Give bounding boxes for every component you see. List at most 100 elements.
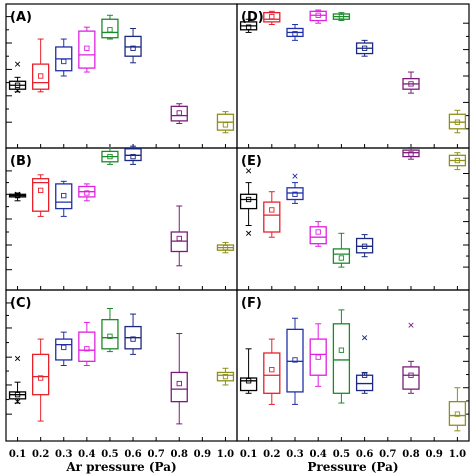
box-mean	[408, 81, 414, 87]
box-mean	[61, 344, 67, 351]
box-mean	[130, 336, 136, 342]
x-tick-label: 1.0	[449, 449, 466, 460]
box-0.4	[309, 323, 327, 387]
box-0.4	[309, 221, 327, 247]
box-mean	[408, 372, 414, 378]
panel-frame-5	[236, 289, 470, 442]
x-tick-label: 0.6	[356, 449, 373, 460]
box-iqr	[402, 149, 420, 158]
box-iqr	[78, 30, 96, 69]
box-0.3	[55, 331, 73, 366]
box-mean	[292, 357, 298, 363]
box-mean	[222, 122, 229, 128]
box-iqr	[448, 113, 467, 130]
box-outlier	[14, 191, 21, 197]
x-tick-label: 0.3	[55, 449, 72, 460]
box-mean	[269, 13, 275, 20]
box-0.1	[8, 61, 27, 94]
box-outlier	[361, 335, 368, 341]
box-mean	[130, 153, 136, 160]
box-iqr	[8, 391, 27, 400]
box-mean	[454, 119, 461, 125]
box-outlier	[14, 61, 21, 67]
box-mean	[176, 235, 182, 242]
box-mean	[292, 191, 298, 197]
box-iqr	[101, 18, 119, 39]
box-outlier	[292, 173, 298, 179]
box-0.5	[101, 14, 119, 40]
panel-label: (D)	[241, 10, 264, 25]
box-iqr	[355, 374, 374, 392]
box-mean	[176, 110, 182, 116]
box-mean	[107, 333, 113, 339]
box-0.5	[101, 147, 119, 165]
box-outlier	[14, 399, 21, 405]
x-tick-label: 0.2	[263, 449, 280, 460]
box-1.0	[448, 152, 467, 171]
box-0.4	[78, 26, 96, 73]
x-tick-label: 0.4	[309, 449, 326, 460]
x-tick-label: 0.3	[286, 449, 303, 460]
box-0.6	[124, 313, 142, 355]
box-0.8	[402, 71, 420, 94]
box-0.8	[402, 322, 420, 394]
panel-label: (F)	[241, 296, 262, 311]
box-mean	[245, 378, 252, 384]
x-tick-label: 0.9	[194, 449, 211, 460]
box-mean	[222, 244, 229, 251]
box-mean	[315, 229, 321, 235]
box-0.3	[286, 24, 304, 41]
box-0.3	[286, 173, 304, 204]
box-mean	[107, 153, 113, 160]
box-mean	[130, 45, 136, 51]
x-tick-label: 0.9	[425, 449, 442, 460]
box-0.4	[78, 183, 96, 202]
box-mean	[14, 82, 21, 88]
box-0.6	[355, 234, 374, 258]
panel-label: (E)	[241, 154, 262, 169]
box-mean	[14, 192, 21, 199]
box-outlier	[408, 322, 414, 328]
box-mean	[454, 411, 461, 417]
box-iqr	[55, 183, 73, 210]
box-mean	[408, 151, 414, 157]
panel-label: (B)	[10, 154, 32, 169]
x-tick-label: 0.1	[240, 449, 257, 460]
box-mean	[84, 45, 90, 51]
box-iqr	[309, 226, 327, 245]
box-mean	[61, 192, 67, 199]
box-0.1	[8, 191, 27, 202]
box-iqr	[239, 377, 258, 392]
box-outlier	[245, 230, 252, 236]
box-0.8	[170, 333, 188, 425]
x-tick-label: 0.6	[124, 449, 141, 460]
box-mean	[269, 207, 275, 213]
x-axis-label: Ar pressure (Pa)	[65, 460, 176, 474]
box-0.6	[124, 27, 142, 64]
box-0.6	[355, 335, 374, 394]
x-tick-label: 0.5	[333, 449, 350, 460]
box-iqr	[263, 352, 281, 394]
box-mean	[107, 27, 113, 33]
box-mean	[292, 31, 298, 37]
box-iqr	[170, 105, 188, 122]
panel-frame-3	[236, 3, 470, 149]
box-mean	[222, 373, 229, 380]
panel-label: (C)	[10, 296, 31, 311]
box-iqr	[448, 400, 467, 426]
box-iqr	[309, 338, 327, 376]
box-0.8	[402, 147, 420, 160]
box-0.1	[239, 18, 258, 33]
box-mean	[38, 375, 44, 381]
box-iqr	[170, 371, 188, 403]
box-mean	[315, 354, 321, 360]
box-mean	[61, 58, 67, 65]
box-mean	[361, 243, 368, 249]
box-0.1	[8, 355, 27, 405]
x-tick-label: 0.1	[9, 449, 26, 460]
box-0.2	[32, 338, 50, 422]
box-outlier	[245, 168, 252, 174]
x-tick-label: 0.7	[379, 449, 396, 460]
box-mean	[338, 255, 345, 261]
